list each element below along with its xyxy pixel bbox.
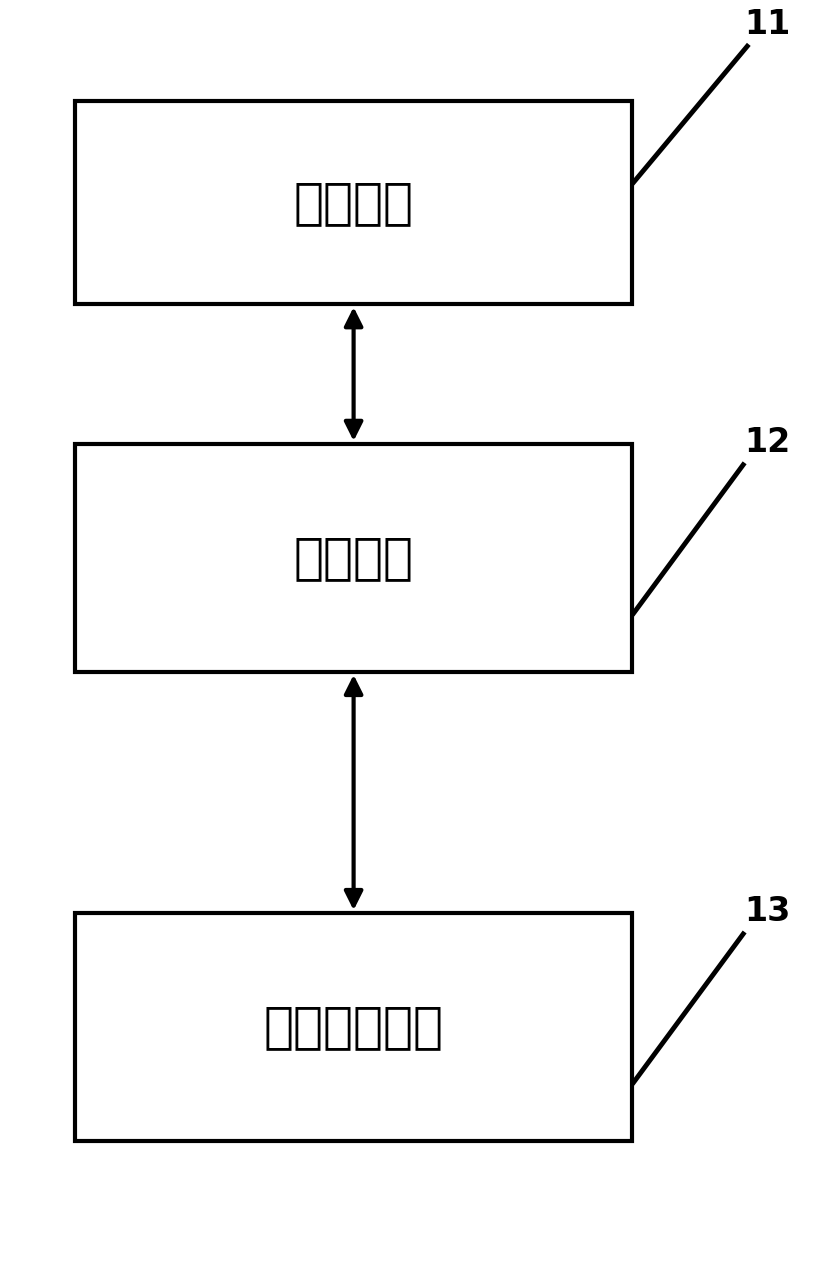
Bar [75, 101, 632, 304]
Text: 13: 13 [745, 895, 791, 928]
Bar [75, 444, 632, 672]
Text: 电源模块: 电源模块 [294, 179, 414, 227]
Text: 过压保护模块: 过压保护模块 [264, 1003, 443, 1051]
Text: 11: 11 [745, 8, 791, 41]
Text: 控制模块: 控制模块 [294, 534, 414, 582]
Text: 12: 12 [745, 426, 791, 459]
Bar [75, 913, 632, 1141]
